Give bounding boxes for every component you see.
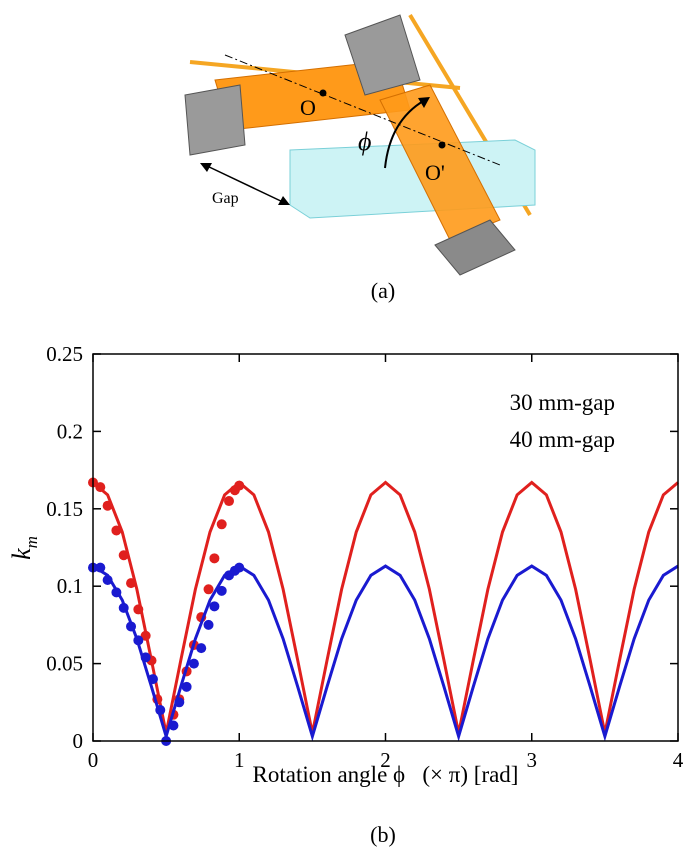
bar bbox=[379, 84, 501, 241]
marker bbox=[133, 635, 144, 646]
y-axis-label-sub: m bbox=[22, 536, 41, 548]
marker bbox=[203, 584, 214, 595]
y-tick-label: 0.2 bbox=[57, 419, 83, 443]
marker bbox=[102, 500, 113, 511]
marker bbox=[126, 578, 137, 589]
marker bbox=[140, 652, 151, 663]
arrow-head bbox=[278, 196, 290, 205]
marker bbox=[133, 604, 144, 615]
x-axis-label: Rotation angle ϕ (× π) [rad] bbox=[253, 762, 519, 787]
y-tick-label: 0.1 bbox=[57, 574, 83, 598]
marker bbox=[155, 705, 166, 716]
legend-entry: 30 mm-gap bbox=[510, 390, 615, 415]
marker bbox=[224, 496, 235, 507]
marker bbox=[168, 720, 179, 731]
line bbox=[92, 480, 679, 734]
label-o: O bbox=[300, 95, 316, 120]
y-axis-label-main: k bbox=[7, 548, 36, 560]
y-tick-label: 0.15 bbox=[46, 497, 83, 521]
axis-line bbox=[224, 54, 501, 166]
point bbox=[319, 89, 327, 97]
block bbox=[184, 84, 246, 156]
marker bbox=[111, 587, 122, 598]
x-tick-label: 4 bbox=[673, 748, 684, 772]
marker bbox=[118, 602, 129, 613]
marker bbox=[203, 619, 214, 630]
arrow bbox=[204, 164, 286, 204]
marker bbox=[95, 482, 106, 493]
point bbox=[438, 141, 446, 149]
diagram: O O' ϕ Gap (a) bbox=[184, 13, 536, 303]
marker bbox=[95, 562, 106, 573]
label-o-prime: O' bbox=[425, 160, 445, 185]
marker bbox=[174, 697, 185, 708]
marker bbox=[126, 621, 137, 632]
y-tick-label: 0.05 bbox=[46, 652, 83, 676]
block bbox=[344, 14, 421, 96]
label-gap: Gap bbox=[212, 190, 239, 207]
label-phi: ϕ bbox=[358, 127, 371, 156]
marker bbox=[234, 480, 245, 491]
x-tick-label: 0 bbox=[88, 748, 99, 772]
marker bbox=[188, 658, 199, 669]
x-tick-label: 1 bbox=[234, 748, 245, 772]
y-tick-label: 0 bbox=[73, 729, 84, 753]
caption: (a) bbox=[371, 278, 395, 303]
marker bbox=[216, 519, 227, 530]
marker bbox=[209, 601, 220, 612]
arrow bbox=[384, 99, 426, 169]
marker bbox=[147, 674, 158, 685]
marker bbox=[102, 575, 113, 586]
x-tick-label: 3 bbox=[527, 748, 538, 772]
plot-frame bbox=[92, 353, 679, 742]
marker bbox=[234, 562, 245, 573]
block bbox=[434, 219, 516, 276]
marker bbox=[209, 553, 220, 564]
arrow-head bbox=[200, 163, 212, 172]
marker bbox=[118, 550, 129, 561]
y-tick-label: 0.25 bbox=[46, 342, 83, 366]
line bbox=[92, 564, 679, 742]
x-tick-label: 2 bbox=[380, 748, 391, 772]
marker bbox=[216, 585, 227, 596]
arrow-head bbox=[418, 97, 430, 108]
caption: (b) bbox=[370, 822, 396, 847]
marker bbox=[181, 681, 192, 692]
marker bbox=[196, 643, 207, 654]
legend-entry: 40 mm-gap bbox=[510, 427, 615, 452]
marker bbox=[140, 630, 151, 641]
y-axis-label: km bbox=[7, 536, 41, 560]
marker bbox=[111, 525, 122, 536]
